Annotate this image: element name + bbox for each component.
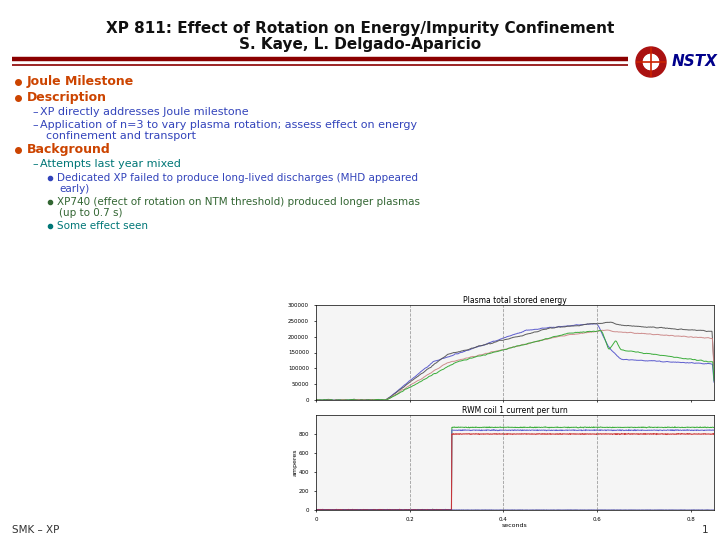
Text: XP 811: Effect of Rotation on Energy/Impurity Confinement: XP 811: Effect of Rotation on Energy/Imp… xyxy=(106,21,614,36)
Text: Application of n=3 to vary plasma rotation; assess effect on energy: Application of n=3 to vary plasma rotati… xyxy=(40,120,417,130)
Text: (up to 0.7 s): (up to 0.7 s) xyxy=(59,208,122,218)
Title: RWM coil 1 current per turn: RWM coil 1 current per turn xyxy=(462,406,568,415)
Text: SMK – XP: SMK – XP xyxy=(12,525,59,535)
Text: 1: 1 xyxy=(701,525,708,535)
Text: NSTX: NSTX xyxy=(672,55,718,70)
Text: Background: Background xyxy=(27,144,111,157)
X-axis label: seconds: seconds xyxy=(502,523,528,528)
Text: –: – xyxy=(32,159,37,169)
Y-axis label: amperes: amperes xyxy=(292,449,297,476)
Text: S. Kaye, L. Delgado-Aparicio: S. Kaye, L. Delgado-Aparicio xyxy=(239,37,481,51)
Text: –: – xyxy=(32,120,37,130)
Text: early): early) xyxy=(59,184,89,194)
Text: –: – xyxy=(32,107,37,117)
Text: Description: Description xyxy=(27,91,107,105)
Text: Attempts last year mixed: Attempts last year mixed xyxy=(40,159,181,169)
Text: confinement and transport: confinement and transport xyxy=(46,131,196,141)
Text: Joule Milestone: Joule Milestone xyxy=(27,76,134,89)
Text: Dedicated XP failed to produce long-lived discharges (MHD appeared: Dedicated XP failed to produce long-live… xyxy=(57,173,418,183)
Text: Some effect seen: Some effect seen xyxy=(57,221,148,231)
Text: XP740 (effect of rotation on NTM threshold) produced longer plasmas: XP740 (effect of rotation on NTM thresho… xyxy=(57,197,420,207)
Text: XP directly addresses Joule milestone: XP directly addresses Joule milestone xyxy=(40,107,248,117)
Title: Plasma total stored energy: Plasma total stored energy xyxy=(463,296,567,305)
Circle shape xyxy=(644,55,659,70)
